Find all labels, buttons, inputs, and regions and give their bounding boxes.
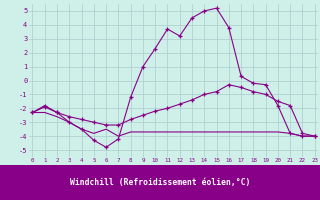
- Text: Windchill (Refroidissement éolien,°C): Windchill (Refroidissement éolien,°C): [70, 178, 250, 187]
